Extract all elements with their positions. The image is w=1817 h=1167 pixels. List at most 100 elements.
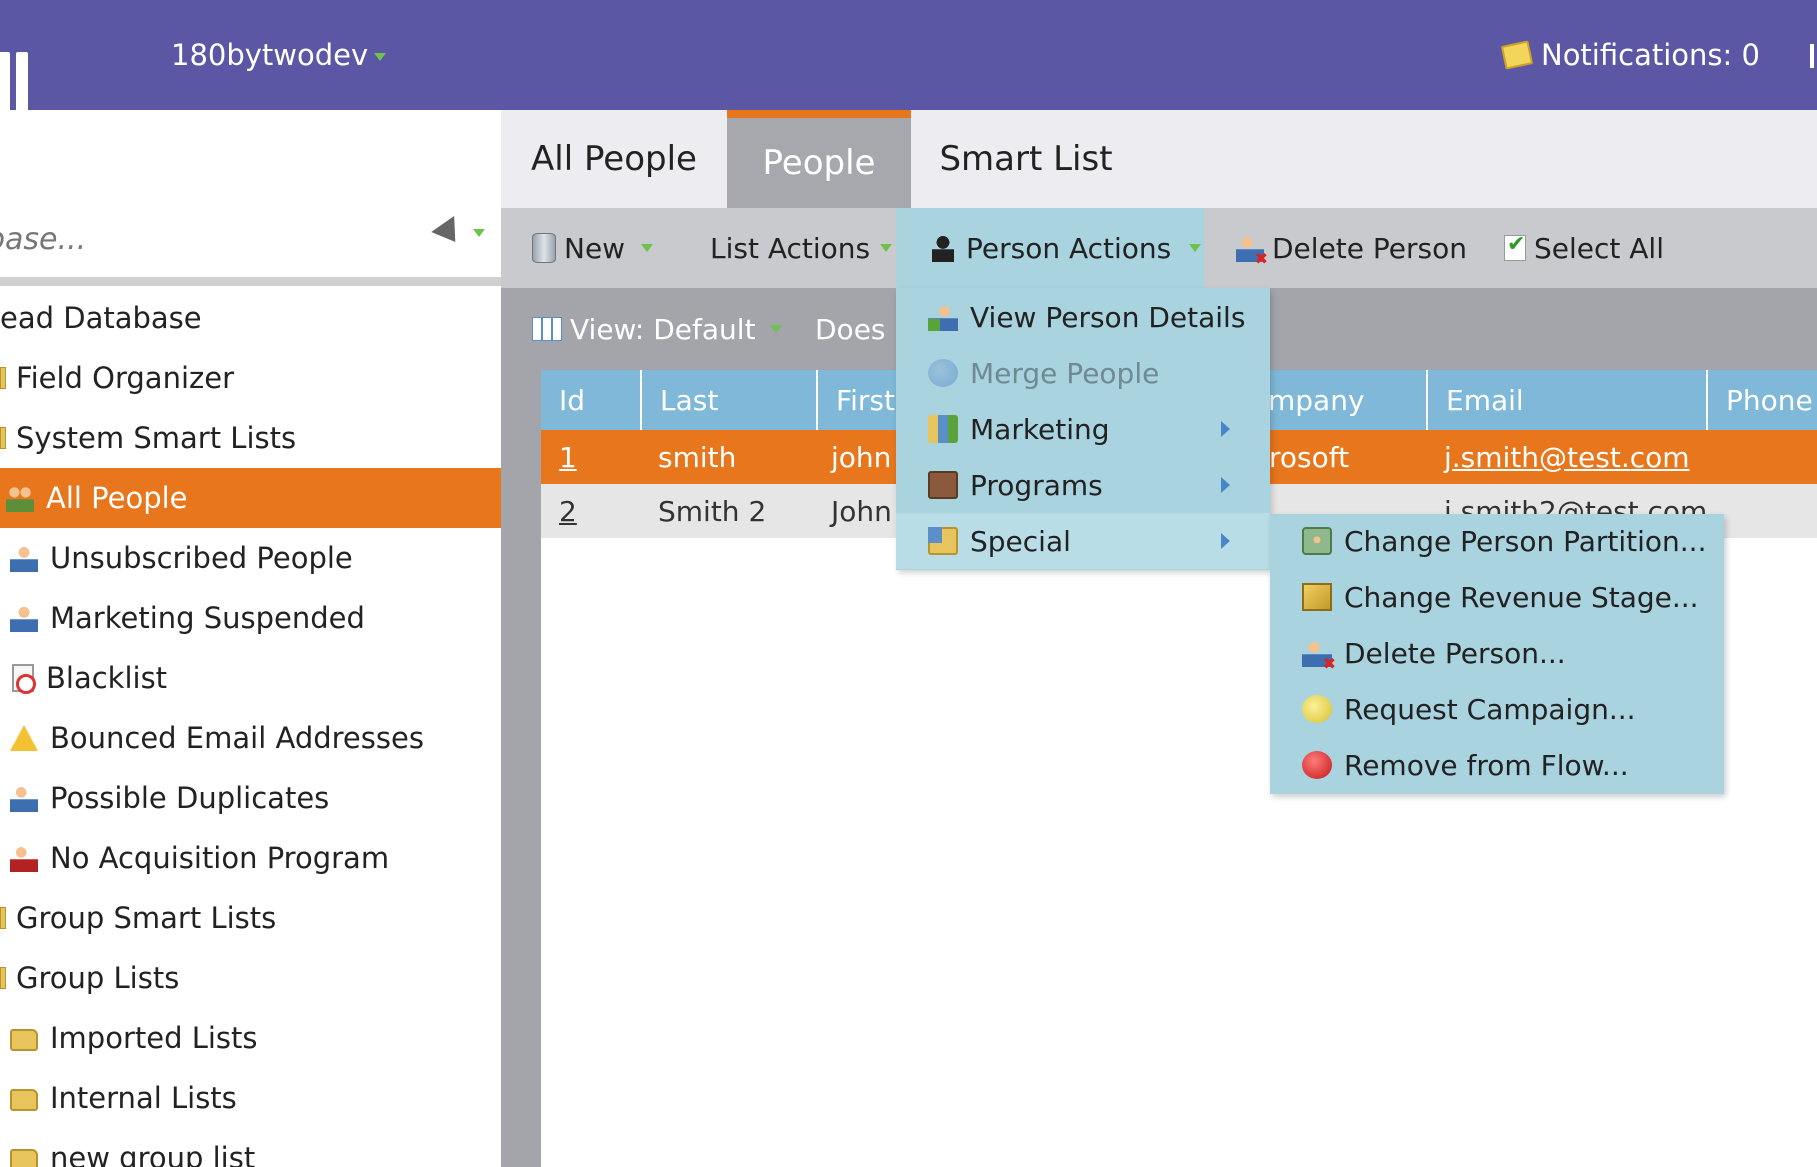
- tab-label: People: [762, 143, 876, 183]
- cell-last: Smith 2: [658, 494, 767, 528]
- dropdown-arrow-icon: [880, 244, 893, 252]
- tab-all-people[interactable]: All People: [501, 110, 727, 208]
- tree-item-marketing-suspended[interactable]: Marketing Suspended: [0, 588, 501, 648]
- tab-label: Smart List: [939, 139, 1113, 179]
- tree-item-all-people[interactable]: All People: [0, 468, 501, 528]
- submenu-item-change-revenue-stage[interactable]: Change Revenue Stage...: [1270, 569, 1724, 625]
- workspace-name: 180bytwodev: [171, 38, 369, 72]
- person-actions-button[interactable]: Person Actions: [896, 208, 1204, 288]
- tab-bar: [501, 110, 1817, 208]
- column-label: Id: [559, 383, 586, 417]
- submenu-arrow-icon: [1221, 477, 1230, 493]
- dropdown-arrow-icon: [473, 229, 485, 237]
- tree-item-group-lists[interactable]: Group Lists: [0, 948, 501, 1008]
- menu-item-view-person-details[interactable]: View Person Details: [896, 289, 1270, 345]
- cell-first: John: [831, 494, 892, 528]
- tree-item-new-group-list[interactable]: new group list: [0, 1128, 501, 1167]
- submenu-item-delete-person[interactable]: Delete Person...: [1270, 625, 1724, 681]
- filter-text: Does n: [815, 312, 913, 346]
- blacklist-icon: [12, 664, 36, 694]
- menu-item-programs[interactable]: Programs: [896, 457, 1270, 513]
- menu-item-label: View Person Details: [970, 300, 1246, 334]
- tree-item-unsubscribed-people[interactable]: Unsubscribed People: [0, 528, 501, 588]
- merge-people-icon: [928, 359, 958, 387]
- notifications-button[interactable]: Notifications: 0: [1500, 38, 1760, 72]
- tree-search-input[interactable]: base...: [0, 222, 87, 257]
- view-person-icon: [928, 303, 958, 331]
- new-button[interactable]: New: [532, 208, 654, 288]
- dropdown-arrow-icon: [374, 53, 387, 61]
- marketing-icon: [928, 415, 958, 443]
- tree-item-label: ead Database: [0, 301, 202, 335]
- tree-item-internal-lists[interactable]: Internal Lists: [0, 1068, 501, 1128]
- folder-icon: [0, 907, 6, 929]
- tab-smart-list[interactable]: Smart List: [911, 110, 1141, 208]
- database-icon: [532, 233, 556, 263]
- person-actions-label: Person Actions: [966, 231, 1172, 265]
- dropdown-arrow-icon: [1189, 244, 1202, 252]
- delete-person-button[interactable]: Delete Person: [1236, 208, 1467, 288]
- column-header-last[interactable]: Last: [642, 370, 818, 430]
- tree-item-system-smart-lists[interactable]: System Smart Lists: [0, 408, 501, 468]
- tree-item-no-acquisition[interactable]: No Acquisition Program: [0, 828, 501, 888]
- column-header-phone[interactable]: Phone: [1708, 370, 1817, 430]
- column-label: Email: [1446, 383, 1524, 417]
- filter-label[interactable]: Does n: [815, 288, 912, 370]
- tree-item-label: Field Organizer: [16, 361, 234, 395]
- submenu-item-request-campaign[interactable]: Request Campaign...: [1270, 681, 1724, 737]
- column-label: First: [836, 383, 895, 417]
- grid-gutter: [501, 370, 541, 1167]
- tree-item-possible-duplicates[interactable]: Possible Duplicates: [0, 768, 501, 828]
- person-icon: [932, 234, 954, 262]
- menu-item-label: Special: [970, 524, 1071, 558]
- workspace-selector[interactable]: 180bytwodev: [171, 38, 387, 72]
- submenu-item-label: Request Campaign...: [1344, 692, 1636, 726]
- tree-item-label: Marketing Suspended: [50, 601, 365, 635]
- tab-label: All People: [531, 139, 697, 179]
- suspended-person-icon: [10, 604, 38, 632]
- menu-item-merge-people: Merge People: [896, 345, 1270, 401]
- column-label: mpany: [1268, 383, 1365, 417]
- column-label: Last: [660, 383, 719, 417]
- menu-item-special[interactable]: Special: [896, 513, 1270, 569]
- cell-id[interactable]: 1: [559, 440, 577, 474]
- submenu-arrow-icon: [1221, 533, 1230, 549]
- column-header-company[interactable]: mpany: [1250, 370, 1428, 430]
- tree-item-label: Imported Lists: [50, 1021, 258, 1055]
- tree-item-blacklist[interactable]: Blacklist: [0, 648, 501, 708]
- submenu-item-label: Change Revenue Stage...: [1344, 580, 1699, 614]
- tree-item-group-smart-lists[interactable]: Group Smart Lists: [0, 888, 501, 948]
- view-selector[interactable]: View: Default: [532, 288, 782, 370]
- submenu-item-change-partition[interactable]: Change Person Partition...: [1270, 513, 1724, 569]
- select-all-label: Select All: [1534, 231, 1664, 265]
- unsubscribed-person-icon: [10, 544, 38, 572]
- tree-item-label: Internal Lists: [50, 1081, 237, 1115]
- tree-item-bounced-email[interactable]: Bounced Email Addresses: [0, 708, 501, 768]
- new-label: New: [564, 231, 626, 265]
- tab-people[interactable]: People: [727, 110, 911, 208]
- tree-item-label: Group Smart Lists: [16, 901, 277, 935]
- tree-filter-button[interactable]: [431, 215, 485, 251]
- cell-id[interactable]: 2: [559, 494, 577, 528]
- delete-person-icon: [1236, 234, 1268, 268]
- folder-icon: [0, 427, 6, 449]
- menu-item-marketing[interactable]: Marketing: [896, 401, 1270, 457]
- submenu-item-remove-from-flow[interactable]: Remove from Flow...: [1270, 737, 1724, 793]
- submenu-arrow-icon: [1221, 421, 1230, 437]
- header-edge-item[interactable]: [1810, 44, 1814, 68]
- submenu-item-label: Delete Person...: [1344, 636, 1566, 670]
- tree-item-label: Possible Duplicates: [50, 781, 330, 815]
- column-header-id[interactable]: Id: [541, 370, 642, 430]
- list-actions-button[interactable]: List Actions: [710, 208, 893, 288]
- partition-icon: [1302, 527, 1332, 555]
- cell-company: rosoft: [1269, 440, 1350, 474]
- duplicate-person-icon: [10, 784, 38, 812]
- list-icon: [10, 1149, 38, 1167]
- select-all-button[interactable]: Select All: [1504, 208, 1664, 288]
- cell-email[interactable]: j.smith@test.com: [1444, 440, 1690, 474]
- tree-item-imported-lists[interactable]: Imported Lists: [0, 1008, 501, 1068]
- cell-first: john: [831, 440, 892, 474]
- column-header-email[interactable]: Email: [1428, 370, 1708, 430]
- tree-item-field-organizer[interactable]: Field Organizer: [0, 348, 501, 408]
- tree-item-lead-database[interactable]: ead Database: [0, 288, 501, 348]
